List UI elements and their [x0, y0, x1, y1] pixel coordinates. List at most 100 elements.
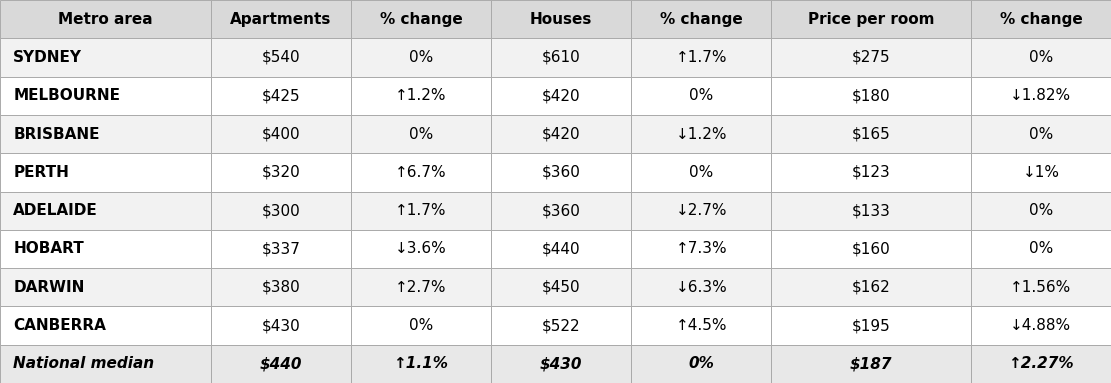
Bar	[971, 268, 1111, 306]
Text: 0%: 0%	[409, 318, 433, 333]
Bar	[351, 268, 491, 306]
Bar	[971, 0, 1111, 38]
Text: $162: $162	[852, 280, 891, 295]
Text: ↑6.7%: ↑6.7%	[396, 165, 447, 180]
Bar	[631, 192, 771, 230]
Text: ↓3.6%: ↓3.6%	[396, 241, 447, 257]
Text: % change: % change	[1000, 11, 1082, 27]
Bar	[491, 115, 631, 153]
Bar	[351, 38, 491, 77]
Text: $195: $195	[852, 318, 891, 333]
Bar	[971, 306, 1111, 345]
Bar	[351, 192, 491, 230]
Text: $420: $420	[542, 88, 581, 103]
Bar	[0, 38, 211, 77]
Text: 0%: 0%	[409, 50, 433, 65]
Bar	[0, 192, 211, 230]
Bar	[971, 38, 1111, 77]
Text: $540: $540	[261, 50, 300, 65]
Bar	[0, 77, 211, 115]
Text: $275: $275	[852, 50, 890, 65]
Text: $123: $123	[852, 165, 891, 180]
Bar	[491, 306, 631, 345]
Bar	[771, 38, 971, 77]
Text: $165: $165	[852, 126, 891, 142]
Bar	[631, 77, 771, 115]
Text: National median: National median	[13, 356, 154, 372]
Text: $522: $522	[542, 318, 581, 333]
Text: $133: $133	[852, 203, 891, 218]
Text: Metro area: Metro area	[58, 11, 152, 27]
Text: % change: % change	[380, 11, 462, 27]
Bar	[631, 0, 771, 38]
Text: % change: % change	[660, 11, 743, 27]
Bar	[491, 153, 631, 192]
Bar	[351, 153, 491, 192]
Bar	[0, 345, 211, 383]
Bar	[211, 0, 351, 38]
Text: CANBERRA: CANBERRA	[13, 318, 107, 333]
Text: $320: $320	[261, 165, 300, 180]
Text: ↓1.2%: ↓1.2%	[675, 126, 727, 142]
Bar	[491, 192, 631, 230]
Bar	[631, 115, 771, 153]
Text: $360: $360	[542, 203, 581, 218]
Bar	[0, 115, 211, 153]
Text: $430: $430	[540, 356, 582, 372]
Text: $425: $425	[261, 88, 300, 103]
Text: $430: $430	[261, 318, 300, 333]
Text: ↑2.27%: ↑2.27%	[1008, 356, 1073, 372]
Bar	[351, 306, 491, 345]
Bar	[971, 77, 1111, 115]
Bar	[211, 345, 351, 383]
Bar	[211, 153, 351, 192]
Text: ↓1.82%: ↓1.82%	[1010, 88, 1071, 103]
Bar	[0, 230, 211, 268]
Bar	[351, 230, 491, 268]
Text: ↑1.7%: ↑1.7%	[675, 50, 727, 65]
Text: Houses: Houses	[530, 11, 592, 27]
Text: 0%: 0%	[1029, 241, 1053, 257]
Bar	[971, 192, 1111, 230]
Bar	[771, 306, 971, 345]
Text: ↑1.56%: ↑1.56%	[1010, 280, 1071, 295]
Bar	[351, 0, 491, 38]
Text: $337: $337	[261, 241, 300, 257]
Text: 0%: 0%	[1029, 126, 1053, 142]
Text: ↑2.7%: ↑2.7%	[396, 280, 447, 295]
Bar	[771, 77, 971, 115]
Bar	[0, 306, 211, 345]
Bar	[631, 38, 771, 77]
Bar	[971, 230, 1111, 268]
Text: BRISBANE: BRISBANE	[13, 126, 100, 142]
Bar	[771, 115, 971, 153]
Text: $187: $187	[850, 356, 892, 372]
Bar	[631, 230, 771, 268]
Bar	[771, 153, 971, 192]
Text: 0%: 0%	[689, 88, 713, 103]
Bar	[491, 345, 631, 383]
Text: 0%: 0%	[1029, 203, 1053, 218]
Text: $400: $400	[261, 126, 300, 142]
Bar	[211, 268, 351, 306]
Text: ↓1%: ↓1%	[1022, 165, 1060, 180]
Bar	[491, 38, 631, 77]
Bar	[491, 0, 631, 38]
Bar	[631, 153, 771, 192]
Text: $160: $160	[852, 241, 891, 257]
Text: MELBOURNE: MELBOURNE	[13, 88, 120, 103]
Text: ↑1.2%: ↑1.2%	[396, 88, 447, 103]
Bar	[771, 192, 971, 230]
Text: PERTH: PERTH	[13, 165, 69, 180]
Text: ↑7.3%: ↑7.3%	[675, 241, 728, 257]
Bar	[0, 268, 211, 306]
Bar	[631, 345, 771, 383]
Text: $610: $610	[542, 50, 581, 65]
Text: $440: $440	[260, 356, 302, 372]
Text: $180: $180	[852, 88, 890, 103]
Bar	[491, 77, 631, 115]
Bar	[631, 268, 771, 306]
Bar	[971, 115, 1111, 153]
Text: ↑4.5%: ↑4.5%	[675, 318, 727, 333]
Text: $380: $380	[261, 280, 300, 295]
